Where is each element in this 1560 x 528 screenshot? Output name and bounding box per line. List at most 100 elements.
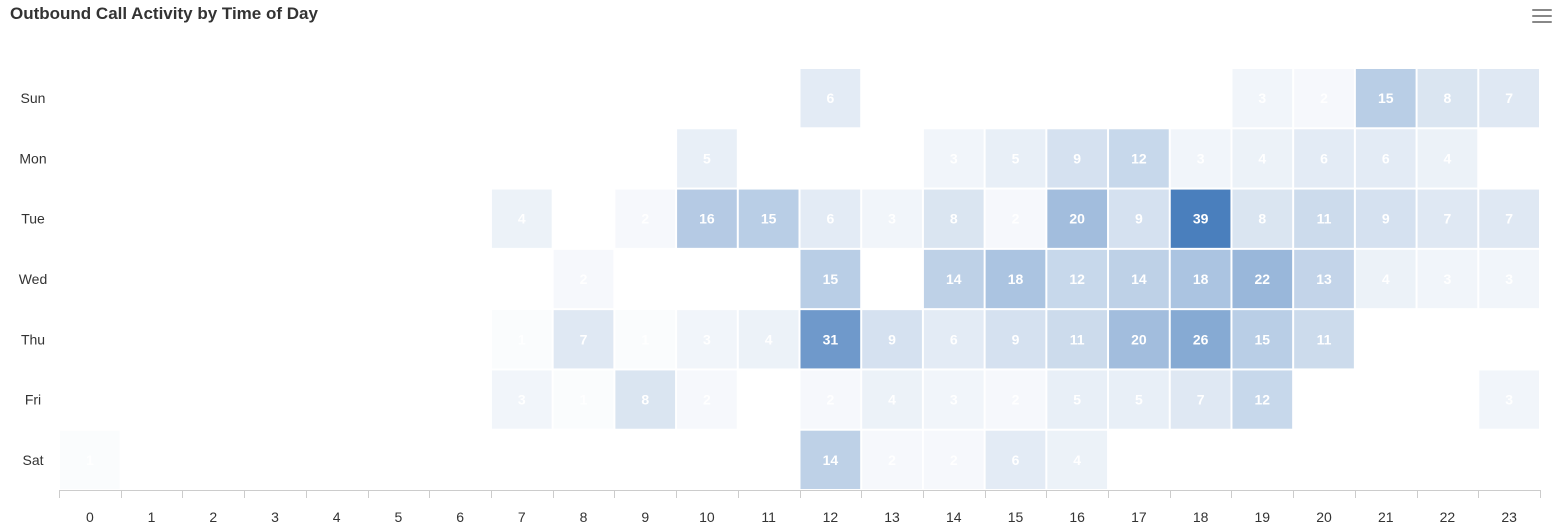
heatmap-cell <box>1417 189 1478 248</box>
heatmap-cell <box>1417 249 1478 309</box>
heatmap-cell <box>491 189 552 248</box>
heatmap-cell-label: 16 <box>699 211 715 227</box>
heatmap-cell <box>677 189 737 248</box>
heatmap-cell-label: 6 <box>826 211 834 227</box>
heatmap-cell-label: 5 <box>1135 392 1143 408</box>
heatmap-cell <box>985 249 1046 309</box>
heatmap-cell <box>923 310 984 369</box>
heatmap-cell-label: 3 <box>1258 90 1266 106</box>
x-axis-tick-label: 11 <box>761 509 776 525</box>
heatmap-cell-label: 7 <box>1444 211 1452 227</box>
heatmap-cell <box>1170 249 1231 309</box>
x-axis: 0 1 2 3 4 5 6 7 8 9 10 11 12 13 14 15 16 17 18 19 20 21 22 23 <box>59 490 1541 525</box>
heatmap-cell-label: 14 <box>946 271 962 287</box>
heatmap-cell <box>800 69 861 128</box>
heatmap-cell <box>1355 129 1416 188</box>
heatmap-cell-label: 7 <box>1505 90 1513 106</box>
heatmap-cell <box>1479 249 1539 309</box>
heatmap-cell <box>677 310 737 369</box>
heatmap-cell-label: 2 <box>1012 211 1020 227</box>
heatmap-cell-label: 3 <box>950 150 958 166</box>
heatmap-cell <box>553 310 614 369</box>
heatmap-cell-label: 22 <box>1255 271 1271 287</box>
heatmap-cell-label: 39 <box>1193 211 1209 227</box>
heatmap-cell-label: 5 <box>703 150 711 166</box>
heatmap-cell <box>677 129 737 188</box>
heatmap-cell-label: 7 <box>580 331 588 347</box>
heatmap-cell <box>923 129 984 188</box>
y-axis-tick-label: Sun <box>21 90 46 106</box>
heatmap-cell-label: 4 <box>888 392 896 408</box>
heatmap-cell <box>1294 69 1354 128</box>
heatmap-cell-label: 4 <box>1258 150 1266 166</box>
x-axis-tick-label: 8 <box>580 509 588 525</box>
chart-title: Outbound Call Activity by Time of Day <box>10 4 318 23</box>
x-axis-tick-label: 23 <box>1501 509 1517 525</box>
heatmap-cell-label: 15 <box>823 271 839 287</box>
heatmap-cell-label: 5 <box>1012 150 1020 166</box>
heatmap-cell-label: 9 <box>1073 150 1081 166</box>
heatmap-cell-label: 4 <box>518 211 526 227</box>
heatmap-cell <box>985 310 1046 369</box>
heatmap-cell-label: 4 <box>765 331 773 347</box>
heatmap-cell <box>1232 310 1293 369</box>
heatmap-cell <box>615 189 676 248</box>
heatmap-cell-label: 12 <box>1069 271 1085 287</box>
heatmap-cell <box>491 310 552 369</box>
hamburger-menu-icon-line <box>1532 21 1552 23</box>
heatmap-cell-label: 9 <box>1012 331 1020 347</box>
chart-menu-button[interactable] <box>1530 6 1554 26</box>
heatmap-cell <box>1109 189 1169 248</box>
heatmap-cell <box>1109 129 1169 188</box>
y-axis-tick-label: Tue <box>21 211 45 227</box>
heatmap-cell-label: 11 <box>1317 211 1332 227</box>
x-axis-tick-label: 4 <box>333 509 341 525</box>
heatmap-cell-label: 11 <box>1317 331 1332 347</box>
x-axis-tick-label: 20 <box>1316 509 1332 525</box>
heatmap-cell-label: 5 <box>1073 392 1081 408</box>
heatmap-cell <box>1232 249 1293 309</box>
heatmap-cell-label: 6 <box>1382 150 1390 166</box>
heatmap-cell-label: 1 <box>86 452 94 468</box>
x-axis-tick-label: 2 <box>209 509 217 525</box>
heatmap-cell <box>923 249 984 309</box>
heatmap-cell-label: 14 <box>823 452 839 468</box>
x-axis-tick-label: 9 <box>641 509 649 525</box>
heatmap-cell-label: 3 <box>1505 271 1513 287</box>
heatmap-cell-label: 13 <box>1316 271 1332 287</box>
heatmap-cell-label: 7 <box>1197 392 1205 408</box>
heatmap-cell <box>923 430 984 489</box>
heatmap-cell <box>1170 310 1231 369</box>
heatmap-cell-label: 6 <box>1012 452 1020 468</box>
heatmap-cell-label: 8 <box>1444 90 1452 106</box>
heatmap-cell <box>1109 249 1169 309</box>
x-axis-tick-label: 7 <box>518 509 526 525</box>
heatmap-cell-label: 3 <box>888 211 896 227</box>
heatmap-cell <box>800 370 861 429</box>
x-axis-tick-label: 15 <box>1008 509 1024 525</box>
heatmap-cell <box>1047 249 1108 309</box>
heatmap-cell-label: 18 <box>1008 271 1024 287</box>
heatmap-cell-label: 2 <box>1320 90 1328 106</box>
heatmap-cell <box>985 189 1046 248</box>
heatmap-cell <box>862 370 922 429</box>
heatmap-cell <box>985 430 1046 489</box>
heatmap-cell <box>1355 189 1416 248</box>
heatmap-cell-label: 14 <box>1131 271 1147 287</box>
heatmap-cell-label: 6 <box>1320 150 1328 166</box>
heatmap-cell-label: 15 <box>1378 90 1394 106</box>
heatmap-cell <box>1170 189 1231 248</box>
hamburger-menu-icon-line <box>1532 15 1552 17</box>
heatmap-cell-label: 20 <box>1131 331 1147 347</box>
heatmap-cell <box>1109 310 1169 369</box>
heatmap-cell <box>1232 189 1293 248</box>
heatmap-cell-label: 4 <box>1382 271 1390 287</box>
heatmap-cell <box>862 430 922 489</box>
heatmap-cell <box>553 249 614 309</box>
heatmap-cell <box>985 129 1046 188</box>
hamburger-menu-icon <box>1532 9 1552 11</box>
heatmap-cell-label: 3 <box>703 331 711 347</box>
x-axis-tick-label: 18 <box>1193 509 1209 525</box>
heatmap-cell <box>1479 189 1539 248</box>
